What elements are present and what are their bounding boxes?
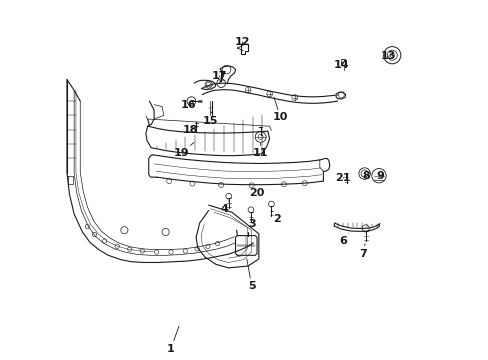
Text: 4: 4 [221,201,228,214]
Text: 10: 10 [272,97,287,122]
Text: 18: 18 [183,125,198,135]
Text: 21: 21 [335,173,350,183]
Text: 17: 17 [211,71,227,81]
Text: 8: 8 [362,171,369,181]
Text: 6: 6 [339,233,348,246]
Text: 13: 13 [380,51,395,61]
Text: 12: 12 [234,37,250,47]
Text: 20: 20 [249,185,264,198]
Text: 2: 2 [272,211,280,224]
Text: 1: 1 [167,326,179,354]
Text: 5: 5 [246,259,255,291]
Text: 11: 11 [252,143,268,158]
Text: 19: 19 [174,143,194,158]
Text: 14: 14 [333,60,348,70]
Text: 15: 15 [203,112,218,126]
Text: 7: 7 [358,244,366,258]
Text: 3: 3 [247,216,255,229]
Text: 16: 16 [181,100,196,110]
Text: 9: 9 [376,171,384,181]
